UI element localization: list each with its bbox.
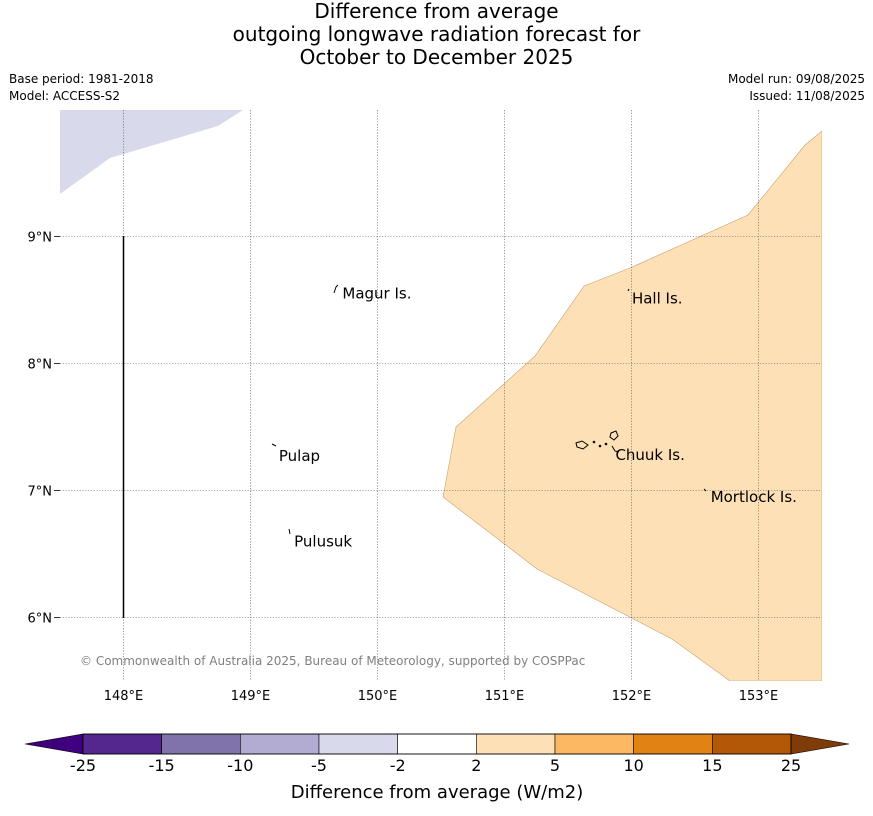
colorbar-under-arrow [24, 733, 84, 755]
colorbar-segment [318, 733, 398, 755]
gridlines [60, 110, 822, 681]
colorbar-tick-label: -25 [70, 756, 96, 775]
lon-tick-label: 149°E [231, 689, 271, 704]
colorbar-tick-label: 2 [471, 756, 481, 775]
lon-tick-label: 148°E [104, 689, 144, 704]
lon-tick-label: 153°E [739, 689, 779, 704]
model-name: Model: ACCESS-S2 [9, 89, 121, 103]
colorbar-tick-label: -5 [311, 756, 327, 775]
lat-tick-label: 7°N [28, 485, 53, 500]
lon-tick-label: 152°E [612, 689, 652, 704]
colorbar: -25 -15 -10 -5 -2 2 5 10 15 25 Difference from av… [24, 733, 850, 803]
colorbar-over-arrow [790, 733, 850, 755]
colorbar-segment [712, 733, 792, 755]
place-labels: Magur Is. Hall Is. Pulap Chuuk Is. Mortlock … [279, 285, 797, 551]
title-line-1: Difference from average [314, 0, 559, 23]
lat-tick-label: 9°N [28, 231, 53, 246]
colorbar-segment [397, 733, 477, 755]
copyright-notice: © Commonwealth of Australia 2025, Bureau… [80, 654, 585, 668]
lon-tick-label: 150°E [358, 689, 398, 704]
place-label: Pulusuk [294, 532, 352, 550]
region-positive-anomaly [442, 130, 822, 681]
lon-tick-label: 151°E [485, 689, 525, 704]
place-label: Hall Is. [632, 290, 683, 308]
lat-tick-label: 8°N [28, 358, 53, 373]
lat-tick-label: 6°N [28, 612, 53, 627]
longitude-tick-labels: 148°E 149°E 150°E 151°E 152°E 153°E [104, 689, 779, 704]
colorbar-tick-label: -15 [149, 756, 175, 775]
place-label: Mortlock Is. [711, 488, 797, 506]
colorbar-segment [633, 733, 713, 755]
colorbar-tick-label: 5 [550, 756, 560, 775]
title-line-2: outgoing longwave radiation forecast for [232, 22, 641, 46]
colorbar-segment [82, 733, 162, 755]
place-label: Magur Is. [342, 285, 411, 303]
chart-title: Difference from average outgoing longwav… [0, 0, 873, 69]
title-line-3: October to December 2025 [299, 45, 574, 69]
place-label: Pulap [279, 447, 320, 465]
issued-date: Issued: 11/08/2025 [749, 89, 865, 103]
place-label: Chuuk Is. [615, 446, 684, 464]
colorbar-segment [240, 733, 320, 755]
colorbar-segment [476, 733, 556, 755]
colorbar-tick-label: 10 [623, 756, 643, 775]
meta-right: Model run: 09/08/2025 Issued: 11/08/2025 [728, 71, 865, 105]
colorbar-tick-label: 15 [702, 756, 722, 775]
island-outlines [271, 284, 707, 535]
colorbar-segment [554, 733, 634, 755]
colorbar-tick-label: -2 [390, 756, 406, 775]
colorbar-segment [161, 733, 241, 755]
colorbar-tick-label: -10 [227, 756, 253, 775]
colorbar-label: Difference from average (W/m2) [291, 782, 583, 803]
latitude-tick-labels: 9°N 8°N 7°N 6°N [28, 231, 60, 627]
colorbar-tick-label: 25 [781, 756, 801, 775]
meta-left: Base period: 1981-2018 Model: ACCESS-S2 [9, 71, 154, 105]
model-run: Model run: 09/08/2025 [727, 72, 865, 86]
region-negative-anomaly [60, 110, 243, 194]
base-period: Base period: 1981-2018 [9, 72, 154, 86]
